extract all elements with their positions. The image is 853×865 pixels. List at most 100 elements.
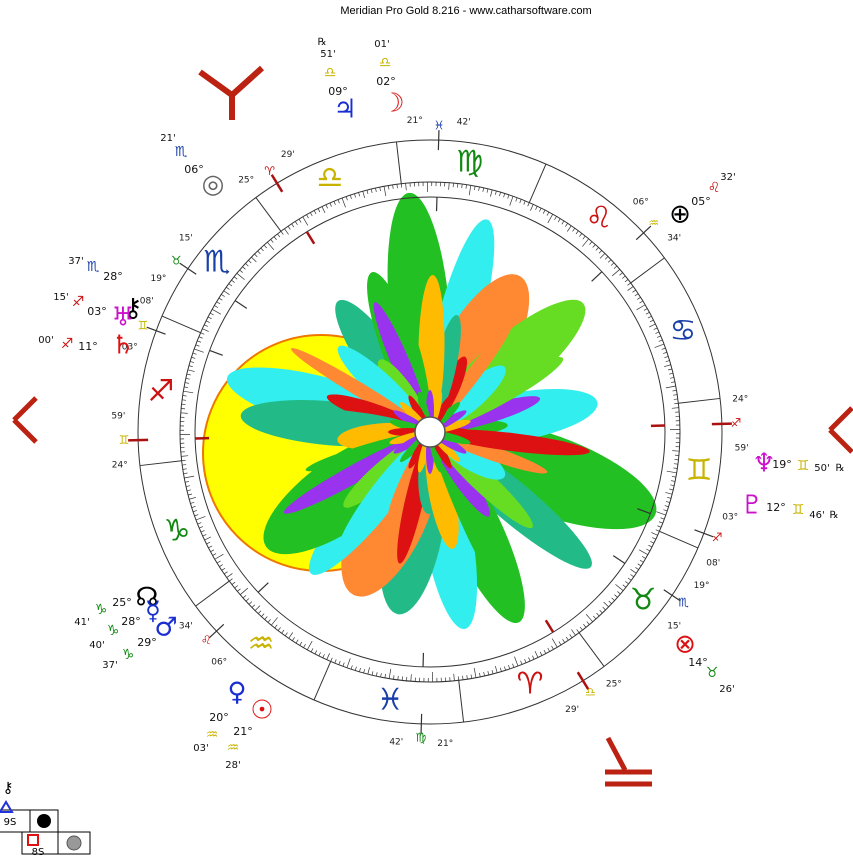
retrograde-mark: ℞ (830, 510, 839, 521)
degree-tick (663, 510, 667, 511)
degree-tick (663, 352, 667, 353)
planet-sign: ♒ (206, 727, 219, 743)
planet-degree: 21° (233, 725, 253, 738)
degree-tick (625, 581, 628, 583)
degree-tick (299, 219, 301, 222)
sign-boundary (162, 316, 201, 333)
degree-tick (406, 183, 407, 190)
degree-tick (552, 639, 557, 648)
degree-tick (582, 239, 588, 247)
degree-tick (655, 344, 664, 348)
cusp-minute: 08' (706, 558, 720, 568)
sign-glyph: ♉ (630, 582, 657, 617)
degree-tick (593, 244, 596, 247)
asteroid-icon (67, 836, 81, 850)
sign-boundary (314, 661, 331, 700)
degree-tick (384, 186, 386, 196)
degree-tick (651, 532, 657, 535)
degree-tick (375, 188, 376, 192)
sign-glyph: ♒ (248, 627, 275, 662)
degree-tick (547, 212, 549, 216)
degree-tick (189, 366, 193, 367)
cusp-sign: ♎ (585, 685, 596, 699)
degree-tick (462, 184, 463, 188)
degree-tick (674, 399, 678, 400)
degree-tick (219, 565, 222, 567)
degree-tick (637, 297, 640, 299)
degree-tick (580, 627, 582, 630)
degree-tick (354, 194, 355, 198)
degree-tick (389, 669, 391, 679)
sign-glyph: ♈ (517, 666, 544, 701)
planet-minute: 40' (89, 640, 104, 651)
degree-tick (222, 568, 225, 570)
degree-tick (635, 567, 638, 569)
degree-tick (611, 263, 614, 266)
planet-minute: 28' (225, 760, 240, 771)
degree-tick (600, 253, 605, 258)
planet-minute: 41' (74, 617, 89, 628)
center-circle (415, 417, 445, 447)
degree-tick (224, 291, 230, 295)
degree-tick (217, 561, 220, 563)
degree-tick (255, 606, 260, 611)
degree-tick (310, 213, 312, 217)
planet-sign: ♏ (87, 259, 100, 275)
degree-tick (397, 184, 398, 188)
sign-boundary (678, 398, 720, 403)
degree-tick (289, 633, 293, 639)
degree-tick (586, 614, 593, 622)
degree-tick (184, 473, 188, 474)
degree-tick (656, 530, 660, 532)
aspect-grid: ⚷ 9S 8S (0, 779, 90, 859)
degree-tick (671, 481, 675, 482)
degree-tick (185, 481, 189, 482)
degree-tick (579, 233, 581, 236)
degree-tick (292, 224, 294, 227)
degree-tick (189, 497, 196, 499)
degree-tick (516, 198, 517, 202)
degree-tick (393, 675, 394, 679)
degree-tick (612, 598, 615, 601)
cusp-minute: 59' (111, 412, 125, 422)
house-cusp (613, 556, 625, 564)
degree-tick (194, 515, 198, 516)
degree-tick (210, 313, 214, 315)
degree-tick (604, 602, 609, 607)
degree-tick (182, 400, 186, 401)
degree-tick (215, 554, 224, 559)
degree-tick (334, 201, 336, 205)
degree-tick (277, 234, 279, 237)
degree-tick (322, 207, 325, 213)
degree-tick (201, 333, 205, 335)
degree-tick (194, 349, 203, 352)
page: Meridian Pro Gold 8.216 - www.catharsoft… (0, 0, 853, 861)
degree-tick (355, 667, 356, 671)
degree-tick (554, 216, 556, 219)
degree-tick (267, 242, 274, 250)
degree-tick (474, 668, 476, 678)
degree-tick (577, 629, 579, 632)
degree-tick (484, 672, 485, 676)
degree-tick (669, 373, 673, 374)
degree-tick (596, 247, 599, 250)
degree-tick (530, 204, 533, 210)
degree-tick (339, 661, 340, 665)
degree-tick (186, 486, 190, 487)
cusp-sign: ♉ (171, 253, 182, 267)
title: Meridian Pro Gold 8.216 - www.catharsoft… (340, 5, 591, 17)
degree-tick (631, 575, 634, 577)
degree-tick (648, 545, 652, 547)
degree-tick (393, 185, 394, 189)
degree-tick (197, 341, 201, 342)
planet-minute: 26' (719, 684, 734, 695)
cusp-degree: 19° (694, 581, 710, 591)
sign-glyph: ♑ (164, 514, 191, 549)
asc-marker (14, 398, 36, 442)
degree-tick (295, 221, 297, 224)
degree-tick (504, 193, 505, 197)
house-cusp (235, 301, 247, 309)
degree-tick (543, 210, 545, 214)
degree-tick (504, 666, 505, 670)
sign-boundary (631, 258, 665, 283)
